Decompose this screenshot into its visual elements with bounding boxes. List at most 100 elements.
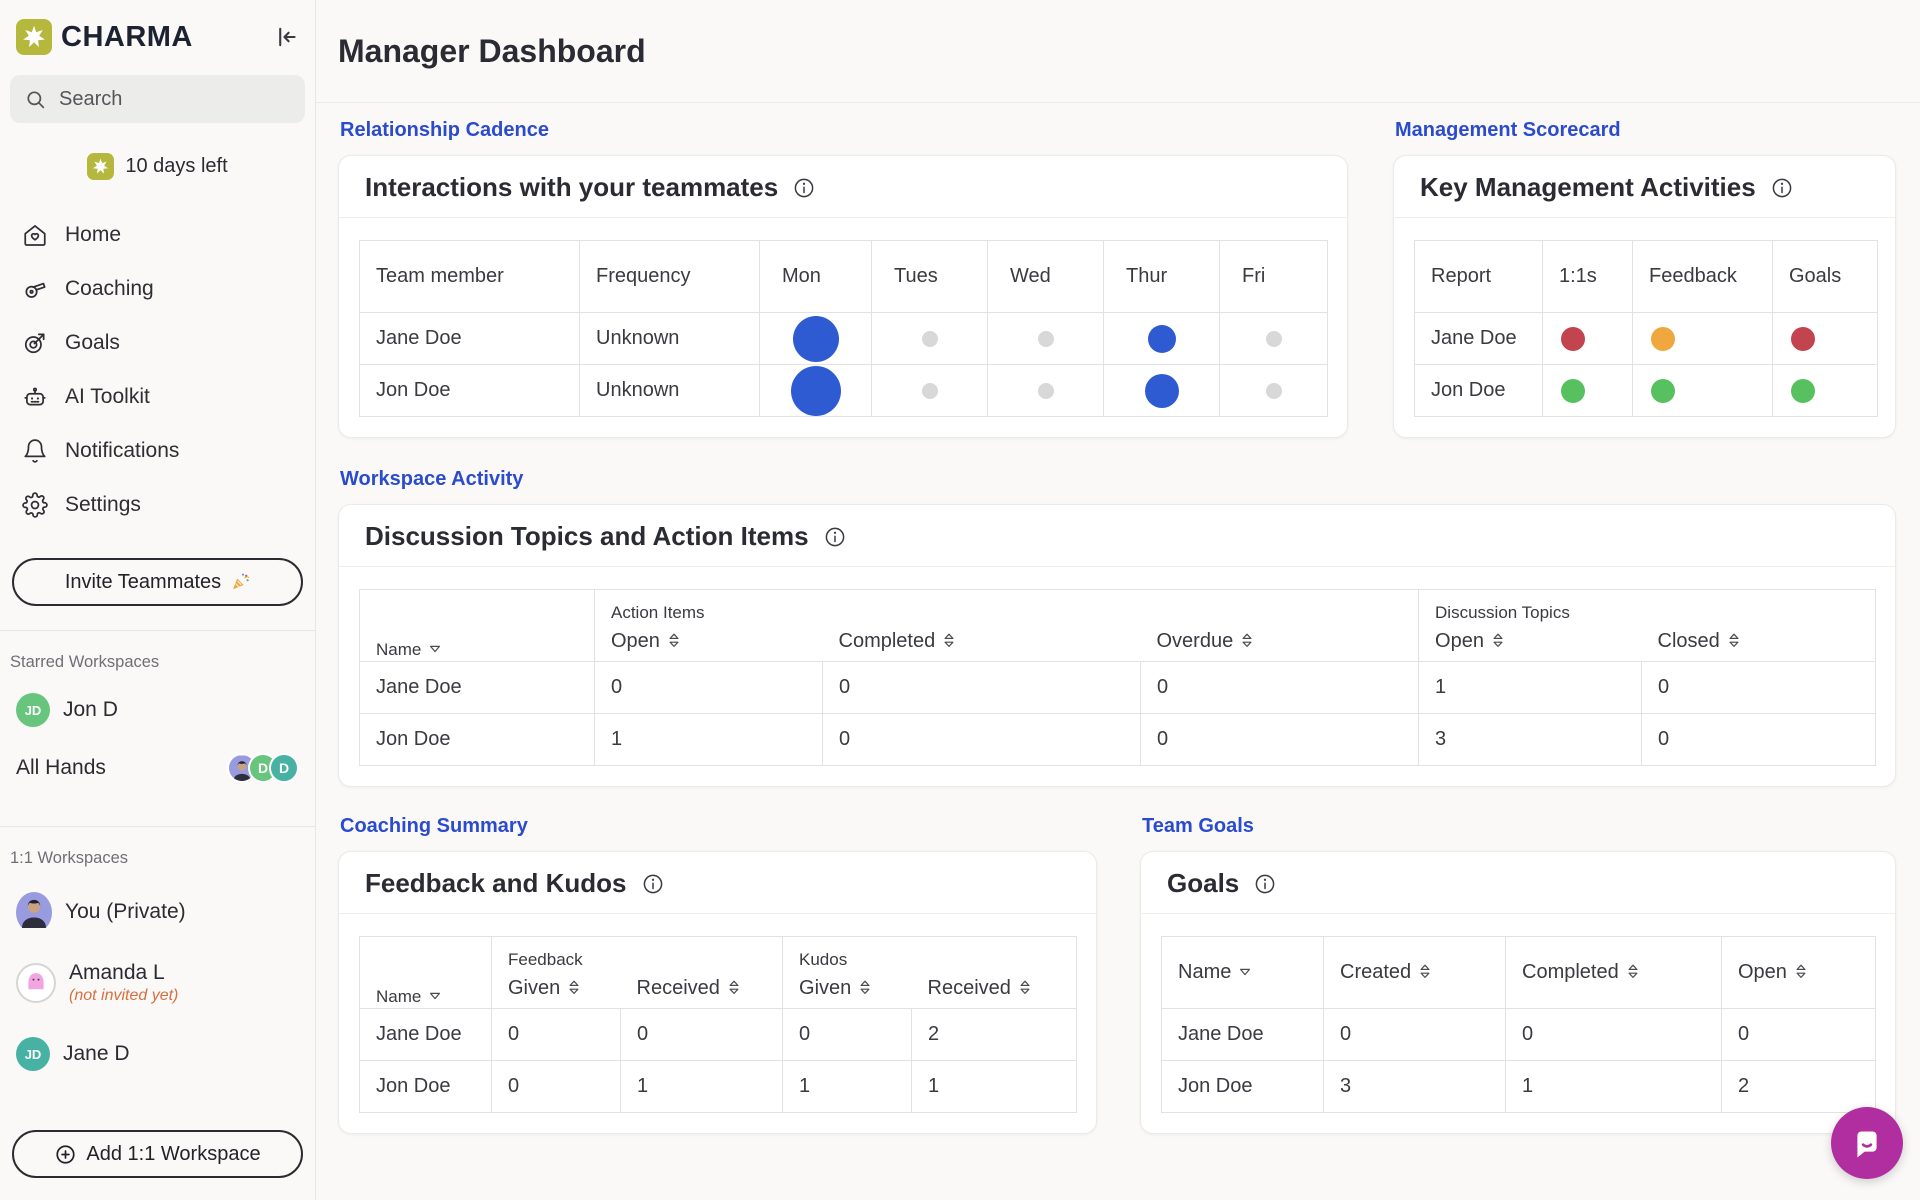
scorecard-table: Report 1:1s Feedback Goals Jane Doe <box>1414 240 1878 417</box>
status-dot <box>1651 378 1675 403</box>
col-open-sortable[interactable]: Open <box>1418 623 1642 662</box>
status-dot <box>1791 378 1815 403</box>
workspace-item-jane-d[interactable]: JD Jane D <box>0 1032 315 1076</box>
col-given-sortable[interactable]: Given <box>491 970 621 1009</box>
sort-down-icon <box>1240 968 1251 976</box>
search-box[interactable] <box>10 75 305 123</box>
col-open-sortable[interactable]: Open <box>1721 936 1876 1009</box>
workspace-item-jon-d[interactable]: JD Jon D <box>0 688 315 732</box>
section-link-coaching-summary[interactable]: Coaching Summary <box>340 815 528 837</box>
search-input[interactable] <box>59 87 291 111</box>
interaction-dot <box>1147 324 1176 353</box>
sidebar-item-notifications[interactable]: Notifications <box>0 424 315 478</box>
discussion-card: Discussion Topics and Action Items Name … <box>338 504 1896 787</box>
info-icon[interactable] <box>793 177 815 199</box>
section-link-management-scorecard[interactable]: Management Scorecard <box>1395 119 1621 141</box>
info-icon[interactable] <box>1254 873 1276 895</box>
info-icon[interactable] <box>1771 177 1793 199</box>
table-row: Jon Doe 1 0 0 3 0 <box>359 713 1877 766</box>
avatar <box>16 963 56 1003</box>
member-avatar-cluster: D D <box>227 753 299 783</box>
sidebar: CHARMA 10 days left Home Coaching Goals … <box>0 0 316 1200</box>
status-dot <box>1791 326 1815 351</box>
group-action-items: Action Items <box>593 589 1420 624</box>
avatar <box>16 891 52 933</box>
col-completed-sortable[interactable]: Completed <box>822 623 1141 662</box>
interaction-dot <box>921 382 938 399</box>
table-row: Jane Doe 0 0 0 2 <box>359 1008 1078 1061</box>
table-row: Jon Doe 0 1 1 1 <box>359 1060 1078 1113</box>
sidebar-item-goals[interactable]: Goals <box>0 316 315 370</box>
starred-workspaces-label: Starred Workspaces <box>10 653 160 671</box>
col-name-sortable[interactable]: Name <box>1161 936 1324 1009</box>
interaction-dot <box>1144 373 1179 408</box>
col-name-sortable[interactable]: Name <box>359 589 595 662</box>
col-open-sortable[interactable]: Open <box>594 623 823 662</box>
col-feedback: Feedback <box>1632 240 1773 313</box>
workspace-item-all-hands[interactable]: All Hands D D <box>0 746 315 790</box>
sort-icon <box>669 633 679 647</box>
scorecard-card: Key Management Activities Report 1:1s Fe… <box>1393 155 1896 438</box>
col-fri: Fri <box>1219 240 1328 313</box>
workspace-item-you-private[interactable]: You (Private) <box>0 890 315 934</box>
section-link-relationship-cadence[interactable]: Relationship Cadence <box>340 119 549 141</box>
table-row: Jane Doe 0 0 0 1 0 <box>359 661 1877 714</box>
card-title: Discussion Topics and Action Items <box>365 521 809 551</box>
info-icon[interactable] <box>824 526 846 548</box>
whistle-icon <box>25 282 46 298</box>
sort-icon <box>1242 633 1252 647</box>
col-overdue-sortable[interactable]: Overdue <box>1140 623 1419 662</box>
robot-icon <box>24 387 46 406</box>
col-closed-sortable[interactable]: Closed <box>1641 623 1877 662</box>
section-link-workspace-activity[interactable]: Workspace Activity <box>340 468 524 490</box>
col-frequency: Frequency <box>579 240 760 313</box>
add-1-1-workspace-button[interactable]: Add 1:1 Workspace <box>12 1130 303 1178</box>
col-report: Report <box>1414 240 1543 313</box>
col-1-1s: 1:1s <box>1542 240 1633 313</box>
avatar: D <box>269 753 299 783</box>
logo-row: CHARMA <box>16 18 301 56</box>
table-row: Jon Doe <box>1414 364 1878 417</box>
group-feedback: Feedback <box>490 936 784 971</box>
party-popper-icon <box>232 573 250 590</box>
col-received-sortable[interactable]: Received <box>620 970 783 1009</box>
sidebar-item-home[interactable]: Home <box>0 208 315 262</box>
sidebar-item-ai-toolkit[interactable]: AI Toolkit <box>0 370 315 424</box>
invite-teammates-button[interactable]: Invite Teammates <box>12 558 303 606</box>
goals-table: Name Created Completed Open Jane Doe 0 0 <box>1161 936 1876 1113</box>
col-received-sortable[interactable]: Received <box>911 970 1078 1009</box>
card-title: Key Management Activities <box>1420 172 1756 202</box>
bell-icon <box>24 439 46 463</box>
sidebar-item-settings[interactable]: Settings <box>0 478 315 532</box>
card-title: Feedback and Kudos <box>365 868 627 898</box>
col-created-sortable[interactable]: Created <box>1323 936 1506 1009</box>
sidebar-item-coaching[interactable]: Coaching <box>0 262 315 316</box>
workspace-item-amanda-l[interactable]: Amanda L (not invited yet) <box>0 954 315 1012</box>
col-completed-sortable[interactable]: Completed <box>1505 936 1722 1009</box>
collapse-sidebar-icon[interactable] <box>273 23 301 51</box>
charma-logo-icon <box>16 19 52 55</box>
plus-circle-icon <box>56 1144 76 1164</box>
search-icon <box>27 90 45 108</box>
avatar: JD <box>16 1037 50 1071</box>
interaction-dot <box>1037 330 1054 347</box>
target-icon <box>24 333 45 354</box>
info-icon[interactable] <box>642 873 664 895</box>
interactions-card: Interactions with your teammates Team me… <box>338 155 1348 438</box>
status-dot <box>1651 326 1675 351</box>
feedback-table: Name Feedback Kudos Given Received Given… <box>359 936 1078 1113</box>
section-link-team-goals[interactable]: Team Goals <box>1142 815 1254 837</box>
sort-icon <box>944 633 954 647</box>
col-name-sortable[interactable]: Name <box>359 936 492 1009</box>
col-given-sortable[interactable]: Given <box>782 970 912 1009</box>
sort-icon <box>1628 964 1638 979</box>
interaction-dot <box>921 330 938 347</box>
interaction-dot <box>792 315 839 362</box>
table-row: Jane Doe 0 0 0 <box>1161 1008 1876 1061</box>
chat-launcher-button[interactable] <box>1831 1107 1903 1179</box>
status-dot <box>1561 326 1585 351</box>
card-title: Interactions with your teammates <box>365 172 779 202</box>
goals-card: Goals Name Created Completed Open <box>1140 851 1896 1134</box>
interaction-dot <box>790 365 841 416</box>
col-team-member: Team member <box>359 240 580 313</box>
